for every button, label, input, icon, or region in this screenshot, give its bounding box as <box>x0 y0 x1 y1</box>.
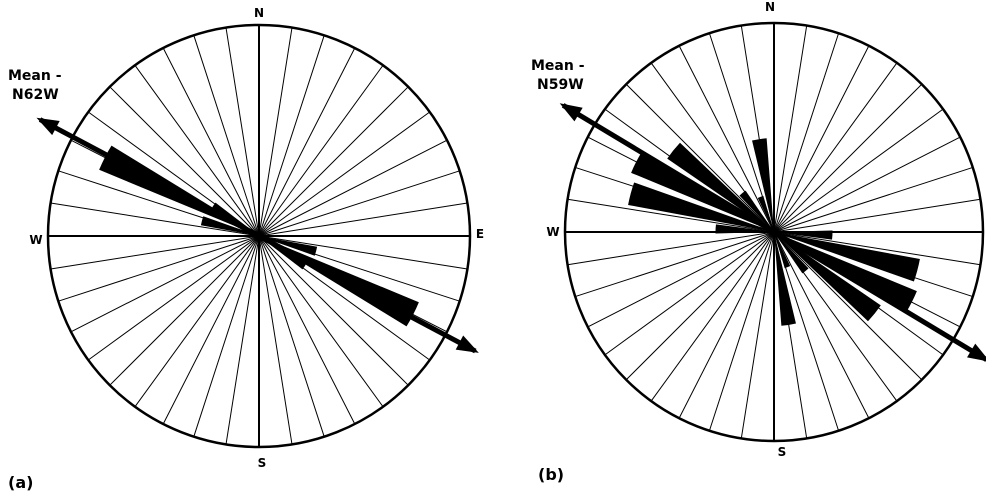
sector-line <box>774 137 960 232</box>
sector-line <box>651 232 774 401</box>
sector-line <box>259 236 292 444</box>
sector-line <box>163 236 259 424</box>
compass-north-label-a: N <box>254 6 264 20</box>
panel-label-a: (a) <box>8 473 33 492</box>
sector-line <box>259 28 292 236</box>
sector-line <box>774 63 897 232</box>
sector-line <box>259 203 467 236</box>
arrowhead-icon <box>967 344 986 362</box>
sector-line <box>774 167 973 232</box>
sector-line <box>259 87 408 236</box>
sector-line <box>135 65 259 236</box>
sector-line <box>58 236 259 301</box>
sector-line <box>226 28 259 236</box>
sector-line <box>709 232 774 431</box>
sector-line <box>575 232 774 297</box>
compass-west-label-b: W <box>546 225 559 239</box>
sector-line <box>774 109 943 232</box>
arrowhead-icon <box>560 103 583 121</box>
rose-diagram-b: N S W Mean - N59W (b) <box>531 0 986 484</box>
sector-line <box>741 232 774 438</box>
sector-line <box>259 171 460 236</box>
mean-label-line2-b: N59W <box>537 77 584 93</box>
sector-line <box>259 65 383 236</box>
compass-south-label-b: S <box>778 445 787 459</box>
sector-line <box>194 236 259 437</box>
compass-south-label-a: S <box>258 456 267 470</box>
sector-line <box>259 236 383 407</box>
sector-line <box>679 232 774 418</box>
mean-label-line1-a: Mean - <box>8 68 62 84</box>
sector-line <box>588 232 774 327</box>
sector-line <box>568 232 774 265</box>
sector-line <box>110 236 259 385</box>
compass-north-label-b: N <box>765 0 775 14</box>
sector-line <box>259 112 430 236</box>
panel-label-b: (b) <box>538 465 564 484</box>
compass-east-label-a: E <box>476 227 484 241</box>
sector-line <box>774 84 922 232</box>
sector-line <box>51 236 259 269</box>
sector-line <box>259 48 355 236</box>
mean-label-line1-b: Mean - <box>531 58 585 74</box>
rose-diagram-a: N S E W Mean - N62W (a) <box>8 6 484 492</box>
sector-line <box>774 33 839 232</box>
compass-west-label-a: W <box>29 233 42 247</box>
sector-line <box>71 236 259 332</box>
sector-line <box>88 236 259 360</box>
sector-line <box>774 46 869 232</box>
mean-label-line2-a: N62W <box>12 87 59 103</box>
sector-line <box>259 140 447 236</box>
sector-line <box>774 26 807 232</box>
sector-line <box>774 199 980 232</box>
sector-line <box>259 35 324 236</box>
sector-line <box>226 236 259 444</box>
arrowhead-icon <box>36 118 59 135</box>
arrowhead-icon <box>456 336 479 353</box>
sector-line <box>605 232 774 355</box>
sector-line <box>135 236 259 407</box>
sector-line <box>626 232 774 380</box>
